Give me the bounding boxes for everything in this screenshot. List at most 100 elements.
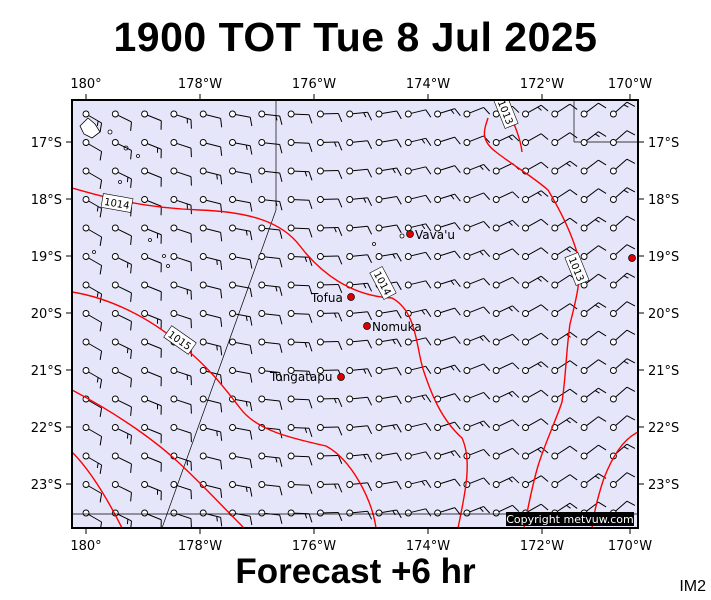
wind-barb-icon (551, 217, 578, 232)
wind-barb-icon (229, 367, 253, 383)
lon-label: 170°W (608, 77, 652, 92)
wind-barb-icon (316, 452, 343, 465)
wind-barb-icon (258, 281, 283, 296)
wind-barb-icon (199, 224, 223, 242)
wind-barb-icon (463, 249, 491, 260)
wind-barb-icon (463, 163, 491, 175)
wind-barb-icon (463, 505, 491, 517)
wind-barb-icon (82, 310, 103, 332)
wind-barb-icon (346, 509, 373, 520)
isobar-label: 1014 (100, 193, 134, 213)
wind-barb-icon (287, 452, 313, 466)
wind-barb-icon (229, 481, 253, 497)
wind-barb-icon (199, 509, 223, 527)
wind-barb-icon (170, 167, 192, 186)
lat-label: 20°S (648, 307, 679, 322)
wind-barb-icon (375, 196, 402, 205)
wind-barb-icon (492, 504, 520, 517)
lon-label: 172°W (520, 539, 564, 554)
wind-barb-icon (609, 130, 636, 146)
wind-barb-icon (375, 424, 402, 433)
wind-barb-icon (316, 281, 343, 294)
credit-box (506, 512, 634, 526)
wind-barb-icon (170, 481, 192, 500)
wind-barb-icon (551, 132, 578, 146)
wind-barb-icon (141, 167, 162, 187)
wind-barb-icon (375, 139, 402, 148)
map-title: 1900 TOT Tue 8 Jul 2025 (113, 14, 598, 60)
lon-label: 176°W (292, 77, 336, 92)
wind-barb-icon (258, 310, 283, 325)
wind-barb-icon (522, 133, 549, 146)
wind-barb-icon (229, 196, 253, 212)
wind-barb-icon (111, 253, 132, 274)
wind-barb-icon (111, 424, 132, 445)
wind-barb-icon (111, 224, 132, 245)
wind-barb-icon (82, 395, 103, 417)
place-label-tofua: Tofua (310, 291, 343, 305)
wind-barb-icon (580, 159, 607, 175)
wind-barb-icon (404, 451, 432, 460)
lon-label: 176°W (292, 539, 336, 554)
wind-barb-icon (170, 281, 192, 300)
wind-barb-icon (141, 424, 162, 444)
axis-ticks (66, 94, 644, 534)
wind-barb-icon (463, 106, 491, 118)
lat-label: 19°S (31, 250, 62, 265)
wind-barb-icon (492, 305, 520, 317)
wind-barb-icon (199, 395, 223, 413)
wind-barb-icon (258, 110, 283, 125)
wind-barb-icon (522, 275, 549, 289)
wind-barb-icon (434, 165, 461, 175)
lat-label: 17°S (31, 136, 62, 151)
lat-label: 20°S (31, 307, 62, 322)
wind-barb-icon (82, 509, 103, 528)
island (136, 154, 140, 158)
wind-barb-icon (404, 194, 432, 204)
wind-barb-icon (111, 452, 132, 473)
wind-barb-icon (346, 196, 373, 207)
wind-barb-icon (258, 196, 283, 211)
wind-barb-icon (141, 509, 162, 528)
wind-barb-icon (375, 167, 402, 177)
wind-barb-icon (551, 445, 578, 460)
lon-label: 178°W (178, 539, 222, 554)
lon-label: 174°W (406, 77, 450, 92)
wind-barb-icon (287, 424, 313, 437)
wind-barb-icon (141, 281, 162, 301)
wind-barb-icon (82, 367, 103, 389)
wind-barb-icon (316, 253, 343, 265)
place-label-tongatapu: Tongatapu (269, 370, 333, 384)
wind-barb-icon (229, 224, 253, 241)
wind-barb-icon (82, 253, 103, 275)
wind-barb-icon (609, 215, 636, 232)
wind-barb-icon (375, 338, 402, 348)
wind-barb-icon (609, 158, 636, 175)
wind-barb-icon (258, 139, 283, 154)
lon-label: 178°W (178, 77, 222, 92)
wind-barb-icon (434, 108, 461, 118)
wind-barb-icon (463, 277, 491, 289)
wind-barb-icon (492, 276, 520, 289)
wind-barb-icon (141, 367, 162, 387)
wind-barb-icon (82, 110, 103, 132)
reference-line (161, 209, 277, 528)
wind-barb-icon (522, 190, 549, 203)
wind-barb-icon (199, 139, 223, 156)
wind-barb-icon (170, 253, 192, 272)
wind-barb-icon (346, 424, 373, 435)
wind-barb-icon (229, 452, 253, 469)
wind-barb-icon (111, 367, 132, 388)
wind-barb-icon (404, 337, 432, 346)
lon-label: 172°W (520, 77, 564, 92)
wind-barb-icon (141, 310, 162, 330)
wind-barb-icon (229, 167, 253, 184)
wind-barb-icon (404, 137, 432, 147)
credit-text: Copyright metvuw.com (506, 513, 634, 526)
wind-barb-icon (404, 422, 432, 432)
wind-barb-icon (258, 509, 283, 524)
place-label-vavau: Vava'u (415, 228, 455, 242)
lat-label: 21°S (31, 364, 62, 379)
wind-barb-icon (82, 338, 103, 360)
wind-barb-icon (580, 245, 607, 260)
